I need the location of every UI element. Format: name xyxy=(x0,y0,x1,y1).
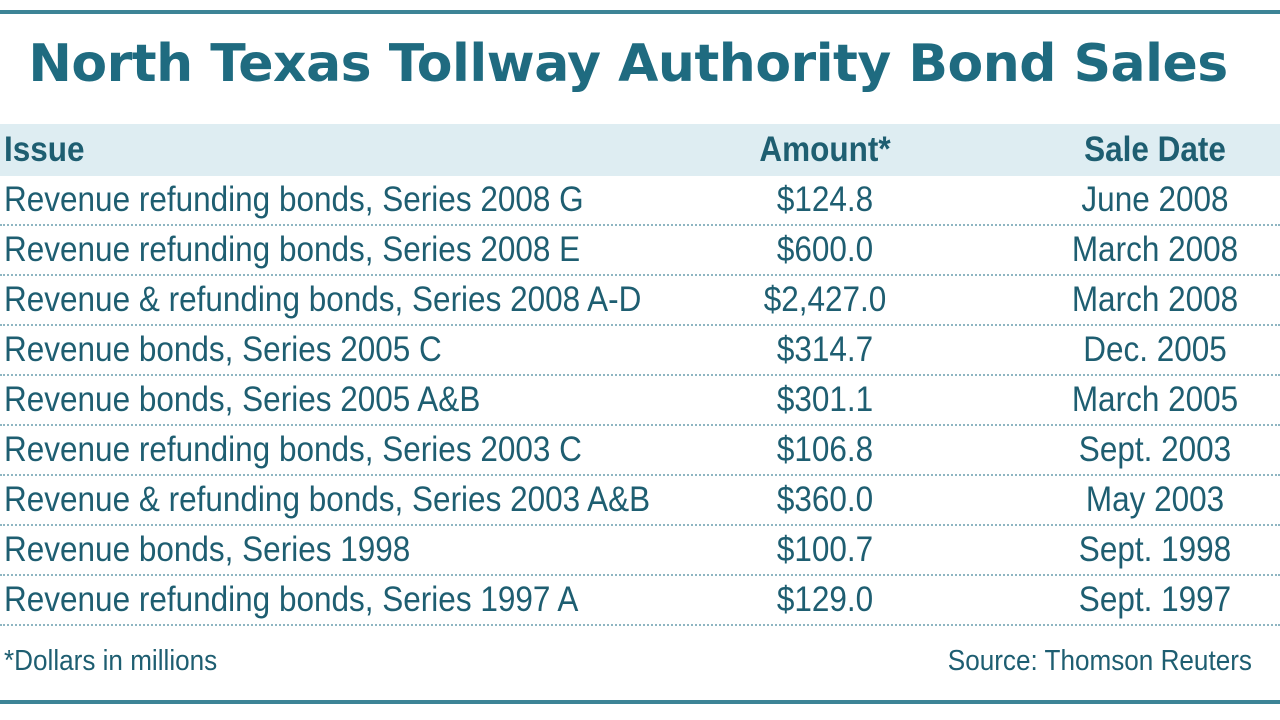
row-amount: $360.0 xyxy=(776,480,874,519)
row-sale-date: Dec. 2005 xyxy=(1083,330,1227,369)
table-row: Revenue & refunding bonds, Series 2003 A… xyxy=(0,476,1280,526)
row-issue: Revenue refunding bonds, Series 2003 C xyxy=(4,430,582,469)
table-row: Revenue refunding bonds, Series 2008 G $… xyxy=(0,176,1280,226)
row-sale-date: June 2008 xyxy=(1081,180,1229,219)
row-issue: Revenue bonds, Series 2005 C xyxy=(4,330,442,369)
row-sale-date: Sept. 2003 xyxy=(1078,430,1232,469)
top-rule xyxy=(0,10,1280,14)
row-amount: $124.8 xyxy=(776,180,874,219)
row-issue: Revenue & refunding bonds, Series 2003 A… xyxy=(4,480,651,519)
table-row: Revenue refunding bonds, Series 2008 E $… xyxy=(0,226,1280,276)
row-issue: Revenue refunding bonds, Series 2008 E xyxy=(4,230,581,269)
bottom-rule xyxy=(0,700,1280,704)
row-sale-date: March 2008 xyxy=(1071,230,1239,269)
table-footer: *Dollars in millions Source: Thomson Reu… xyxy=(0,636,1280,686)
row-amount: $129.0 xyxy=(776,580,874,619)
table-row: Revenue refunding bonds, Series 1997 A $… xyxy=(0,576,1280,626)
row-sale-date: March 2005 xyxy=(1071,380,1239,419)
table-row: Revenue & refunding bonds, Series 2008 A… xyxy=(0,276,1280,326)
row-issue: Revenue refunding bonds, Series 2008 G xyxy=(4,180,584,219)
table-header-row: Issue Amount* Sale Date xyxy=(0,124,1280,176)
table-row: Revenue refunding bonds, Series 2003 C $… xyxy=(0,426,1280,476)
table-row: Revenue bonds, Series 2005 A&B $301.1 Ma… xyxy=(0,376,1280,426)
header-amount: Amount* xyxy=(759,130,891,169)
row-sale-date: Sept. 1998 xyxy=(1078,530,1232,569)
row-issue: Revenue bonds, Series 2005 A&B xyxy=(4,380,481,419)
row-amount: $314.7 xyxy=(776,330,874,369)
row-issue: Revenue & refunding bonds, Series 2008 A… xyxy=(4,280,642,319)
row-amount: $301.1 xyxy=(776,380,874,419)
row-sale-date: Sept. 1997 xyxy=(1078,580,1232,619)
bond-sales-table: Issue Amount* Sale Date Revenue refundin… xyxy=(0,124,1280,626)
row-issue: Revenue refunding bonds, Series 1997 A xyxy=(4,580,579,619)
table-row: Revenue bonds, Series 1998 $100.7 Sept. … xyxy=(0,526,1280,576)
row-sale-date: May 2003 xyxy=(1085,480,1225,519)
row-issue: Revenue bonds, Series 1998 xyxy=(4,530,411,569)
row-amount: $600.0 xyxy=(776,230,874,269)
row-amount: $2,427.0 xyxy=(763,280,887,319)
row-amount: $106.8 xyxy=(776,430,874,469)
source-credit: Source: Thomson Reuters xyxy=(947,645,1252,677)
table-row: Revenue bonds, Series 2005 C $314.7 Dec.… xyxy=(0,326,1280,376)
table-title: North Texas Tollway Authority Bond Sales xyxy=(28,34,1228,94)
row-amount: $100.7 xyxy=(776,530,874,569)
header-issue: Issue xyxy=(4,130,85,169)
header-sale-date: Sale Date xyxy=(1084,130,1226,169)
footnote: *Dollars in millions xyxy=(4,645,218,677)
row-sale-date: March 2008 xyxy=(1071,280,1239,319)
